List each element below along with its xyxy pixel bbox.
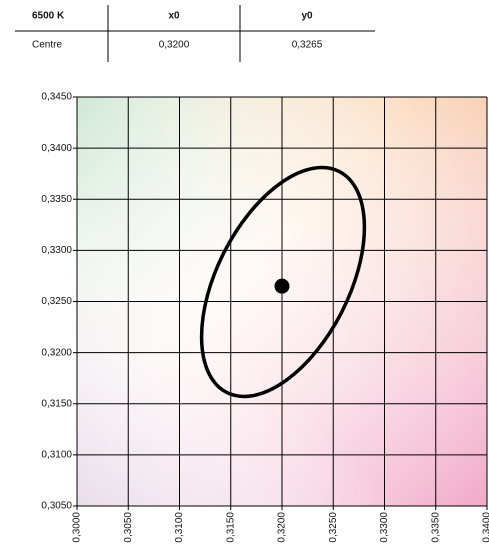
- x-tick-label: 0,3150: [225, 512, 236, 543]
- point: [274, 278, 290, 294]
- y-tick-label: 0,3350: [41, 194, 72, 205]
- x-tick-label: 0,3100: [174, 512, 185, 543]
- x-tick-label: 0,3300: [379, 512, 390, 543]
- y-tick-label: 0,3400: [41, 143, 72, 154]
- table-cell: 0,3265: [292, 40, 323, 51]
- y-tick-label: 0,3450: [41, 92, 72, 103]
- table-cell: 0,3200: [159, 40, 190, 51]
- x-tick-label: 0,3000: [72, 512, 83, 543]
- tolerance-ellipse: [199, 165, 367, 399]
- y-tick-label: 0,3050: [41, 501, 72, 512]
- table-header: x0: [168, 11, 180, 22]
- y-tick-label: 0,3100: [41, 450, 72, 461]
- table-header: 6500 K: [32, 11, 65, 22]
- x-tick-label: 0,3250: [328, 512, 339, 543]
- grid: 0,3050 0,3100 0,3150 0,3200 0,3250 0,3300 0,33…: [41, 92, 489, 543]
- table-cell: Centre: [32, 40, 62, 51]
- y-tick-label: 0,3150: [41, 398, 72, 409]
- x-tick-label: 0,3400: [482, 512, 489, 543]
- marks: [274, 278, 290, 294]
- x-tick-label: 0,3050: [123, 512, 134, 543]
- x-tick-label: 0,3200: [277, 512, 288, 543]
- table: 6500 K x0 y0 Centre 0,3200 0,3265: [15, 5, 375, 62]
- table-header: y0: [301, 11, 313, 22]
- y-tick-label: 0,3200: [41, 347, 72, 358]
- y-tick-label: 0,3300: [41, 245, 72, 256]
- x-tick-label: 0,3350: [430, 512, 441, 543]
- y-tick-label: 0,3250: [41, 296, 72, 307]
